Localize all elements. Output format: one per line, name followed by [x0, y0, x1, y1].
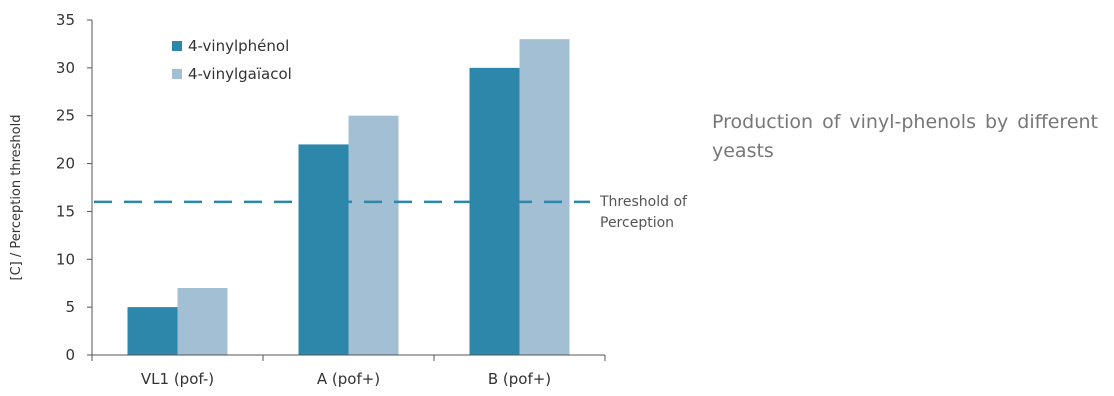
- x-category-label: VL1 (pof-): [141, 370, 214, 388]
- y-tick-label: 35: [56, 11, 75, 29]
- bar-0-1: [177, 288, 228, 355]
- bar-1-1: [348, 115, 399, 355]
- bars: [127, 39, 570, 356]
- y-tick-label: 0: [65, 346, 75, 364]
- legend-label: 4-vinylphénol: [188, 37, 289, 55]
- y-tick-label: 15: [56, 202, 75, 220]
- bar-0-0: [127, 307, 178, 355]
- x-category-label: A (pof+): [317, 370, 380, 388]
- y-tick-label: 5: [65, 298, 75, 316]
- y-tick-label: 30: [56, 59, 75, 77]
- y-axis-ticks: 0 5 10 15 20 25 30 35: [56, 11, 92, 364]
- bar-2-1: [519, 39, 570, 356]
- legend-swatch: [172, 41, 182, 51]
- bar-chart: 0 5 10 15 20 25 30 35 VL1 (pof-) A (pof+) B (pof+…: [9, 11, 688, 388]
- legend-swatch: [172, 69, 182, 79]
- y-axis-label: [C] / Perception threshold: [9, 115, 24, 281]
- legend-label: 4-vinylgaïacol: [188, 65, 292, 83]
- bar-2-0: [469, 67, 520, 355]
- y-tick-label: 20: [56, 155, 75, 173]
- threshold-label-line2: Perception: [600, 215, 674, 231]
- y-tick-label: 10: [56, 250, 75, 268]
- threshold-label-line1: Threshold of: [599, 194, 688, 210]
- x-axis-ticks: VL1 (pof-) A (pof+) B (pof+): [91, 355, 606, 388]
- y-tick-label: 25: [56, 107, 75, 125]
- legend: 4-vinylphénol 4-vinylgaïacol: [172, 37, 292, 83]
- bar-1-0: [298, 144, 349, 355]
- figure-caption: Production of vinyl-phenols by different…: [712, 111, 1098, 162]
- x-category-label: B (pof+): [488, 370, 551, 388]
